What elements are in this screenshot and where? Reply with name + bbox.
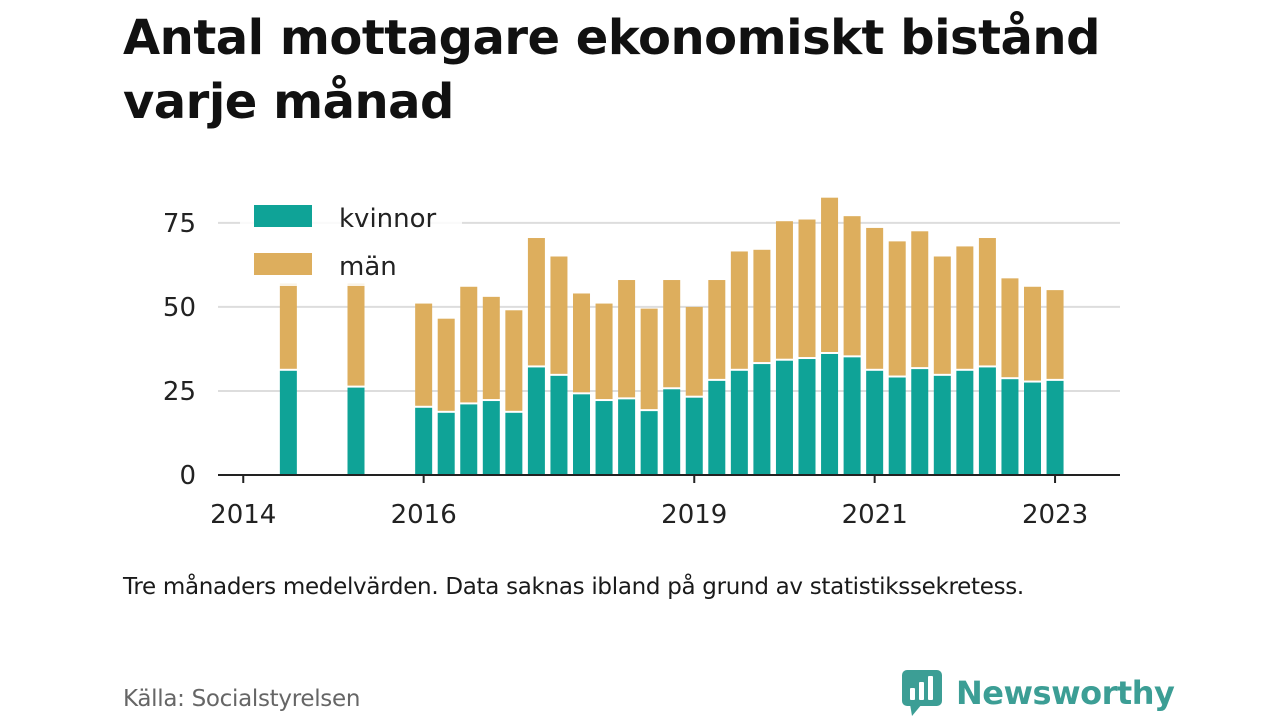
bar-kvinnor	[618, 399, 636, 475]
bar-kvinnor	[573, 394, 591, 475]
y-tick-label: 0	[179, 461, 196, 491]
bar-kvinnor	[866, 370, 884, 475]
y-tick-label: 75	[163, 209, 196, 239]
source-credit: Källa: Socialstyrelsen	[123, 686, 361, 712]
bar-kvinnor	[978, 367, 996, 475]
x-tick-label: 2023	[1022, 500, 1088, 530]
bar-kvinnor	[663, 389, 681, 475]
bar-man	[415, 303, 433, 406]
y-axis-ticks: 0 25 50 75	[163, 209, 196, 491]
bar-man	[618, 280, 636, 398]
y-tick-label: 25	[163, 377, 196, 407]
bar-kvinnor	[798, 359, 816, 475]
bar-man	[663, 280, 681, 388]
bar-man	[821, 197, 839, 352]
bar-kvinnor	[1024, 382, 1042, 475]
brand-name: Newsworthy	[956, 674, 1175, 712]
bar-kvinnor	[640, 411, 658, 475]
bar-man	[933, 256, 951, 374]
chart-note: Tre månaders medelvärden. Data saknas ib…	[123, 574, 1024, 600]
bar-man	[708, 280, 726, 379]
bar-kvinnor	[347, 387, 365, 475]
brand-logo-block: Newsworthy	[902, 670, 1175, 716]
bar-kvinnor	[437, 412, 455, 475]
bar-kvinnor	[482, 401, 500, 475]
x-tick-label: 2019	[661, 500, 727, 530]
bar-man	[595, 303, 613, 400]
bar-kvinnor	[1046, 380, 1064, 475]
bar-man	[730, 251, 748, 369]
bars	[279, 197, 1064, 475]
bar-kvinnor	[730, 370, 748, 475]
bar-kvinnor	[911, 369, 929, 475]
bar-kvinnor	[415, 407, 433, 475]
legend: kvinnor män	[240, 196, 462, 286]
bar-kvinnor	[527, 367, 545, 475]
bar-man	[482, 296, 500, 400]
bar-man	[347, 283, 365, 386]
bar-man	[888, 241, 906, 376]
bar-man	[753, 249, 771, 363]
bar-man	[775, 221, 793, 359]
legend-swatch-kvinnor	[254, 205, 312, 227]
x-tick-label: 2014	[210, 500, 276, 530]
bar-kvinnor	[460, 404, 478, 475]
bar-man	[527, 238, 545, 366]
bar-man	[978, 238, 996, 366]
bar-man	[798, 219, 816, 358]
bar-kvinnor	[550, 375, 568, 475]
bar-man	[640, 308, 658, 410]
x-axis-ticks: 2014 2016 2019 2021 2023	[210, 475, 1088, 530]
legend-label-kvinnor: kvinnor	[339, 204, 437, 234]
stacked-bar-chart: 0 25 50 75 2014 2016 2019 2021 2023 kvinnor män	[163, 196, 1120, 530]
bar-kvinnor	[933, 375, 951, 475]
bar-kvinnor	[708, 380, 726, 475]
bar-man	[1024, 286, 1042, 381]
bar-kvinnor	[956, 370, 974, 475]
bar-man	[550, 256, 568, 374]
bar-man	[279, 283, 297, 369]
bar-kvinnor	[753, 364, 771, 475]
bar-man	[437, 318, 455, 411]
bar-man	[460, 286, 478, 403]
bar-man	[573, 293, 591, 393]
bar-man	[956, 246, 974, 369]
bar-man	[911, 231, 929, 368]
bar-man	[505, 310, 523, 411]
bar-kvinnor	[279, 370, 297, 475]
chart-bubble-icon	[902, 670, 942, 716]
bar-man	[843, 216, 861, 356]
bar-kvinnor	[505, 412, 523, 475]
bar-kvinnor	[888, 377, 906, 475]
legend-label-man: män	[339, 252, 397, 282]
x-tick-label: 2021	[842, 500, 908, 530]
bar-man	[1001, 278, 1019, 378]
y-tick-label: 50	[163, 293, 196, 323]
bar-kvinnor	[1001, 379, 1019, 475]
bar-kvinnor	[685, 397, 703, 475]
chart-title: Antal mottagare ekonomiskt bistånd varje…	[123, 10, 1100, 130]
legend-swatch-man	[254, 253, 312, 275]
bar-kvinnor	[595, 401, 613, 475]
bar-kvinnor	[821, 353, 839, 475]
x-tick-label: 2016	[391, 500, 457, 530]
bar-man	[685, 306, 703, 396]
bar-man	[1046, 290, 1064, 379]
bar-kvinnor	[843, 357, 861, 475]
bar-kvinnor	[775, 360, 793, 475]
bar-man	[866, 227, 884, 369]
